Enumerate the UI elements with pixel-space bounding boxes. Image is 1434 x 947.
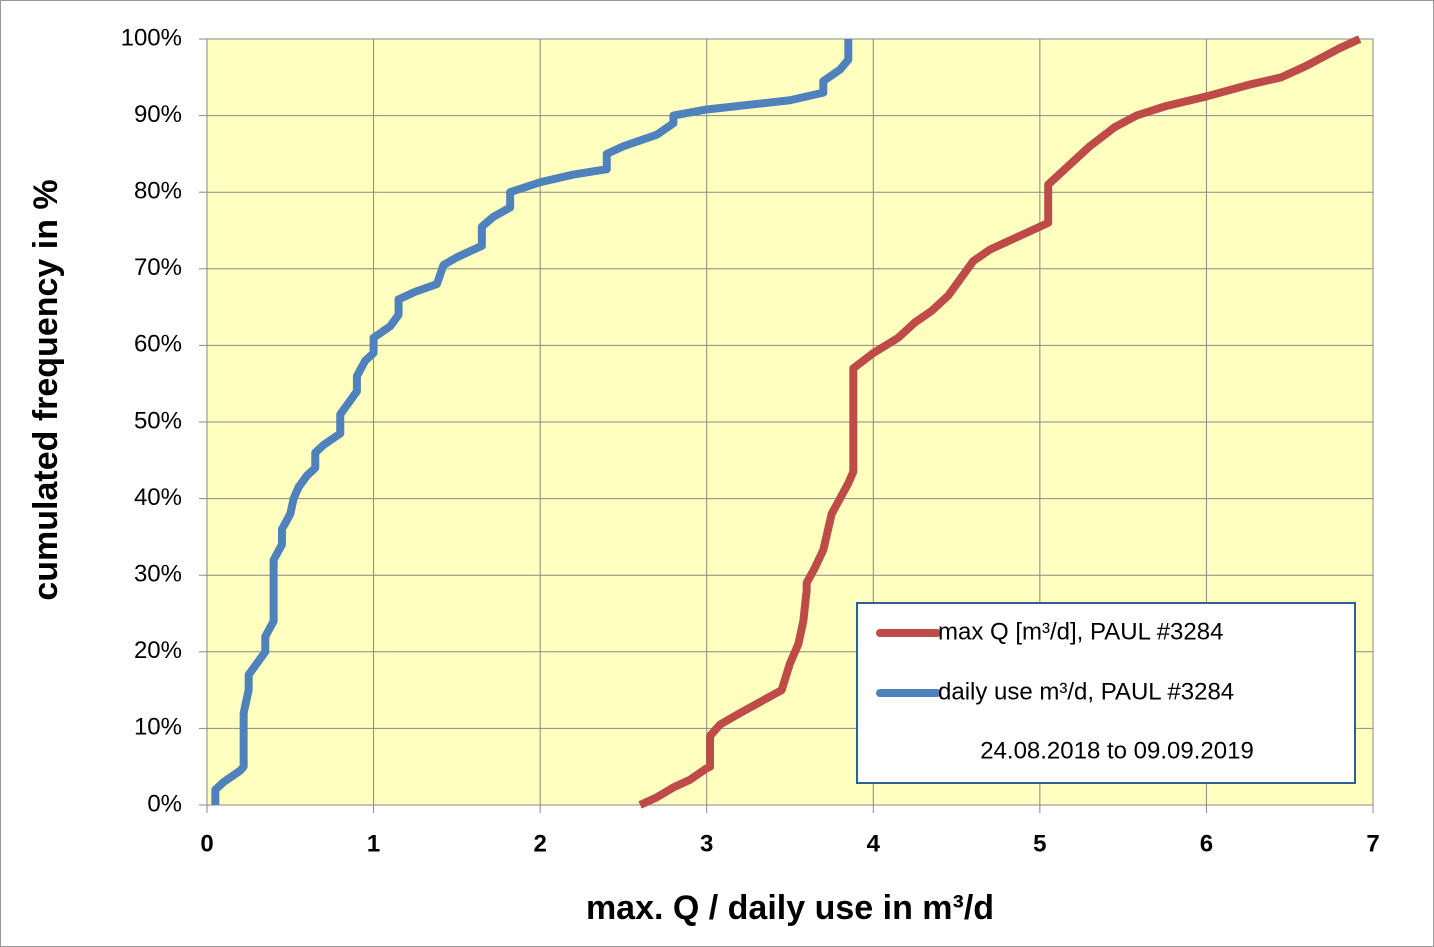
x-tick-label: 1 bbox=[367, 830, 380, 857]
y-tick-label: 70% bbox=[134, 254, 182, 281]
plot-frame bbox=[206, 38, 1374, 806]
y-tick-label: 60% bbox=[134, 331, 182, 358]
x-tick-label: 0 bbox=[200, 830, 213, 857]
y-tick-label: 0% bbox=[147, 790, 182, 817]
y-tick-label: 20% bbox=[134, 637, 182, 664]
y-tick-label: 40% bbox=[134, 484, 182, 511]
x-tick-label: 4 bbox=[867, 830, 881, 857]
y-tick-label: 30% bbox=[134, 561, 182, 588]
y-tick-label: 50% bbox=[134, 407, 182, 434]
x-tick-label: 5 bbox=[1033, 830, 1046, 857]
y-tick-label: 90% bbox=[134, 101, 182, 128]
y-axis-label: cumulated frequency in % bbox=[27, 179, 65, 600]
series-line bbox=[211, 39, 853, 805]
annotation: 24.08.2018 to 09.09.2019 bbox=[980, 737, 1254, 764]
x-tick-label: 7 bbox=[1366, 830, 1379, 857]
legend-label: daily use m³/d, PAUL #3284 bbox=[938, 678, 1234, 705]
series-line bbox=[638, 35, 1362, 809]
y-tick-label: 100% bbox=[121, 24, 182, 51]
x-tick-label: 6 bbox=[1200, 830, 1213, 857]
x-axis-label: max. Q / daily use in m³/d bbox=[586, 889, 994, 927]
x-tick-label: 2 bbox=[533, 830, 546, 857]
y-tick-label: 80% bbox=[134, 178, 182, 205]
x-tick-label: 3 bbox=[700, 830, 713, 857]
legend-label: max Q [m³/d], PAUL #3284 bbox=[938, 618, 1223, 645]
y-tick-label: 10% bbox=[134, 714, 182, 741]
